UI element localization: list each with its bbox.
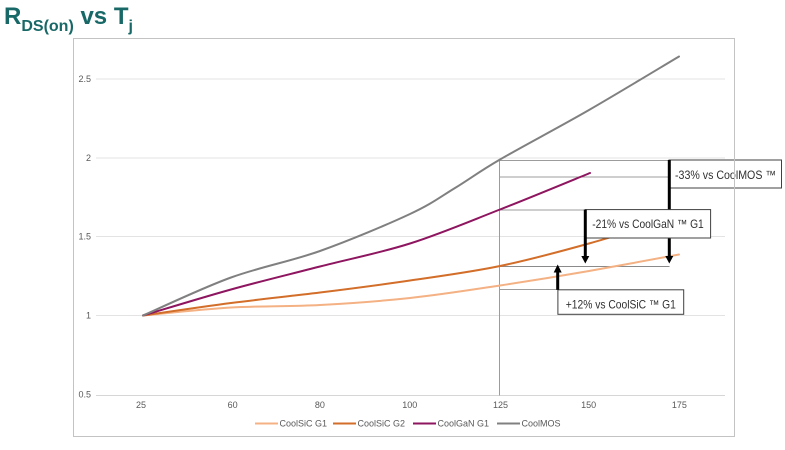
svg-text:2: 2 [86, 153, 91, 163]
svg-text:+12% vs CoolSiC ™ G1: +12% vs CoolSiC ™ G1 [566, 297, 676, 311]
svg-text:100: 100 [402, 400, 417, 410]
svg-text:CoolSiC G1: CoolSiC G1 [280, 419, 328, 429]
svg-text:150: 150 [581, 400, 596, 410]
svg-text:175: 175 [672, 400, 687, 410]
svg-text:-33% vs CoolMOS ™: -33% vs CoolMOS ™ [675, 168, 776, 182]
svg-text:1.5: 1.5 [78, 232, 91, 242]
svg-text:CoolGaN G1: CoolGaN G1 [438, 419, 490, 429]
svg-text:-21% vs CoolGaN ™ G1: -21% vs CoolGaN ™ G1 [592, 217, 704, 231]
svg-text:80: 80 [315, 400, 325, 410]
svg-text:60: 60 [228, 400, 238, 410]
svg-text:2.5: 2.5 [78, 74, 91, 84]
svg-text:125: 125 [493, 400, 508, 410]
svg-text:CoolMOS: CoolMOS [522, 419, 561, 429]
svg-text:1: 1 [86, 311, 91, 321]
svg-text:0.5: 0.5 [78, 390, 91, 400]
svg-text:25: 25 [136, 400, 146, 410]
svg-text:CoolSiC G2: CoolSiC G2 [358, 419, 406, 429]
